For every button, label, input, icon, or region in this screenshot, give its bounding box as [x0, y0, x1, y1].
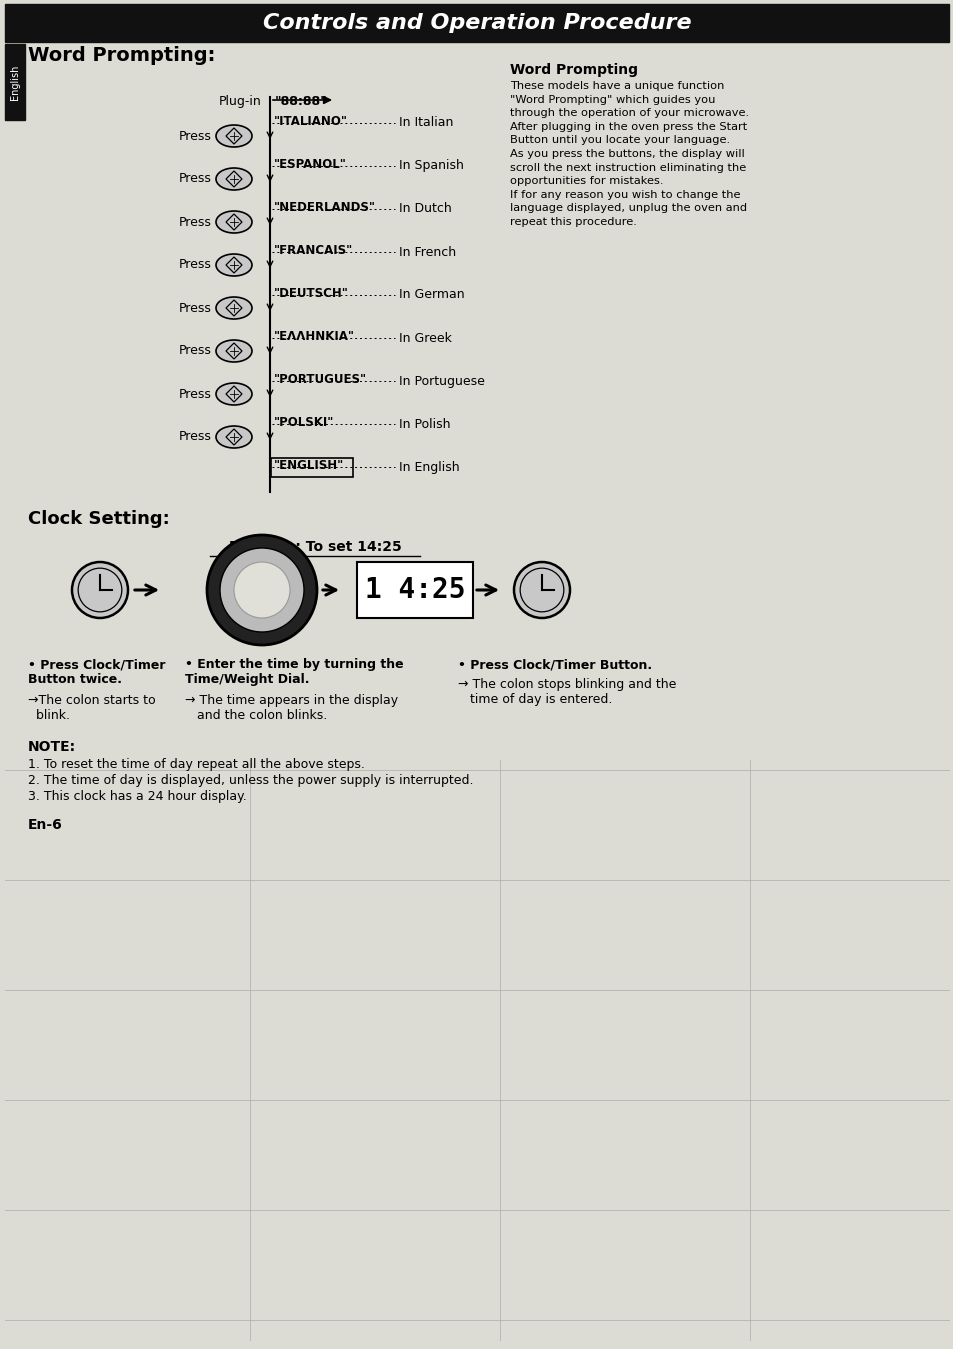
Text: "NEDERLANDS": "NEDERLANDS": [274, 201, 375, 214]
Text: Plug-in: Plug-in: [219, 94, 262, 108]
Text: In German: In German: [398, 289, 464, 301]
Text: In Polish: In Polish: [398, 417, 450, 430]
Circle shape: [207, 536, 316, 645]
Text: Press: Press: [179, 301, 212, 314]
Text: • Press Clock/Timer
Button twice.: • Press Clock/Timer Button twice.: [28, 658, 165, 687]
Text: Press: Press: [179, 344, 212, 357]
Ellipse shape: [215, 340, 252, 362]
Text: In Portuguese: In Portuguese: [398, 375, 484, 387]
Ellipse shape: [215, 254, 252, 277]
Ellipse shape: [215, 297, 252, 318]
Ellipse shape: [215, 125, 252, 147]
Text: "ITALIANO": "ITALIANO": [274, 115, 348, 128]
Text: Press: Press: [179, 130, 212, 143]
Text: "ENGLISH": "ENGLISH": [274, 459, 344, 472]
Text: In Dutch: In Dutch: [398, 202, 452, 216]
Circle shape: [78, 568, 122, 612]
Text: "EΛΛHNKIA": "EΛΛHNKIA": [274, 331, 355, 343]
Text: • Enter the time by turning the
Time/Weight Dial.: • Enter the time by turning the Time/Wei…: [185, 658, 403, 687]
Text: Clock Setting:: Clock Setting:: [28, 510, 170, 527]
Text: In Italian: In Italian: [398, 116, 453, 130]
Circle shape: [233, 563, 290, 618]
Text: "POLSKI": "POLSKI": [274, 415, 334, 429]
Circle shape: [519, 568, 563, 612]
Text: In Greek: In Greek: [398, 332, 452, 344]
Text: "ESPANOL": "ESPANOL": [274, 158, 347, 171]
Text: Press: Press: [179, 216, 212, 228]
Text: In English: In English: [398, 460, 459, 473]
Text: Word Prompting:: Word Prompting:: [28, 46, 215, 65]
Text: "FRANCAIS": "FRANCAIS": [274, 244, 353, 258]
Text: 1 4:25: 1 4:25: [364, 576, 465, 604]
Text: In French: In French: [398, 246, 456, 259]
Text: These models have a unique function
"Word Prompting" which guides you
through th: These models have a unique function "Wor…: [510, 81, 748, 227]
Text: "DEUTSCH": "DEUTSCH": [274, 287, 349, 299]
Text: Press: Press: [179, 173, 212, 186]
Circle shape: [514, 563, 569, 618]
Text: Word Prompting: Word Prompting: [510, 63, 638, 77]
Text: Press: Press: [179, 387, 212, 401]
FancyBboxPatch shape: [356, 563, 473, 618]
Text: Press: Press: [179, 430, 212, 444]
Text: En-6: En-6: [28, 817, 63, 832]
Ellipse shape: [215, 210, 252, 233]
Text: 3. This clock has a 24 hour display.: 3. This clock has a 24 hour display.: [28, 791, 247, 803]
Bar: [5, 4, 948, 42]
Circle shape: [220, 548, 304, 631]
Text: →The colon starts to
  blink.: →The colon starts to blink.: [28, 693, 155, 722]
Circle shape: [71, 563, 128, 618]
Text: → The colon stops blinking and the
   time of day is entered.: → The colon stops blinking and the time …: [457, 679, 676, 706]
Text: Press: Press: [179, 259, 212, 271]
Text: Controls and Operation Procedure: Controls and Operation Procedure: [262, 13, 691, 32]
Text: → The time appears in the display
   and the colon blinks.: → The time appears in the display and th…: [185, 693, 397, 722]
Text: 1. To reset the time of day repeat all the above steps.: 1. To reset the time of day repeat all t…: [28, 758, 364, 772]
Text: Example: To set 14:25: Example: To set 14:25: [229, 540, 401, 554]
Bar: [5, 45, 25, 120]
Text: In Spanish: In Spanish: [398, 159, 463, 173]
Text: English: English: [10, 65, 20, 100]
Ellipse shape: [215, 426, 252, 448]
Ellipse shape: [215, 383, 252, 405]
Text: 2. The time of day is displayed, unless the power supply is interrupted.: 2. The time of day is displayed, unless …: [28, 774, 473, 786]
Text: NOTE:: NOTE:: [28, 741, 76, 754]
Ellipse shape: [215, 169, 252, 190]
Text: "88:88": "88:88": [274, 94, 328, 108]
Text: "PORTUGUES": "PORTUGUES": [274, 374, 367, 386]
Text: • Press Clock/Timer Button.: • Press Clock/Timer Button.: [457, 658, 652, 670]
